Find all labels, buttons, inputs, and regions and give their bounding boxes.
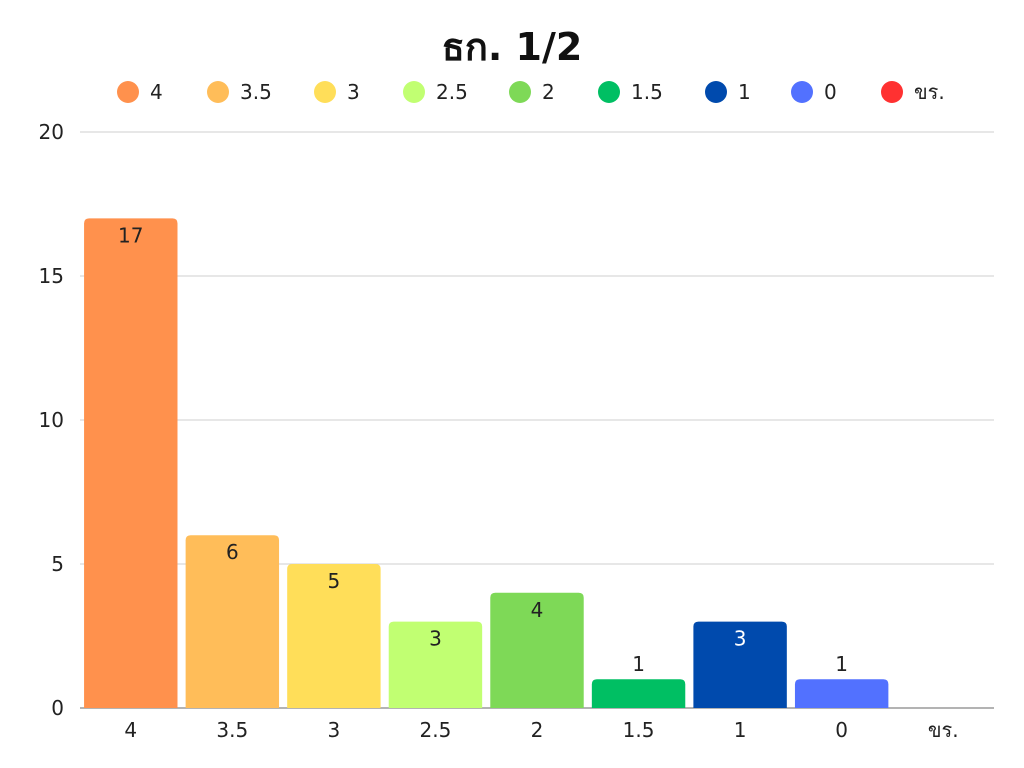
x-tick-label: 1 (734, 718, 747, 742)
x-tick-label: 4 (124, 718, 137, 742)
x-tick-label: 3 (328, 718, 341, 742)
legend-label: 1 (738, 80, 751, 104)
legend-marker (117, 81, 139, 103)
x-tick-label: 2 (531, 718, 544, 742)
x-tick-label: ขร. (928, 718, 959, 742)
y-tick-label: 5 (51, 552, 64, 576)
legend-label: 4 (150, 80, 163, 104)
x-tick-label: 3.5 (216, 718, 248, 742)
legend-marker (598, 81, 620, 103)
data-label: 4 (531, 598, 544, 622)
legend-label: 2 (542, 80, 555, 104)
legend-label: 1.5 (631, 80, 663, 104)
y-tick-label: 15 (39, 264, 64, 288)
bar-1.5 (591, 679, 686, 708)
y-tick-label: 20 (39, 120, 64, 144)
legend-marker (403, 81, 425, 103)
bar-2.5 (388, 621, 483, 708)
data-label: 3 (429, 627, 442, 651)
bar-2 (490, 592, 584, 708)
data-label: 17 (118, 223, 143, 247)
data-label: 3 (734, 627, 747, 651)
bar-3 (287, 564, 381, 708)
legend-label: ขร. (914, 80, 945, 104)
chart-title: ธก. 1/2 (441, 25, 583, 69)
bar-4 (84, 218, 178, 708)
legend-label: 3.5 (240, 80, 272, 104)
y-tick-label: 10 (39, 408, 64, 432)
legend-label: 0 (824, 80, 837, 104)
bar-0 (794, 679, 889, 708)
data-label: 1 (835, 652, 848, 676)
legend-marker (881, 81, 903, 103)
legend-marker (705, 81, 727, 103)
data-label: 1 (632, 652, 645, 676)
x-tick-label: 0 (835, 718, 848, 742)
bar-3.5 (185, 535, 280, 708)
legend-label: 2.5 (436, 80, 468, 104)
legend-marker (314, 81, 336, 103)
legend-marker (509, 81, 531, 103)
x-tick-label: 2.5 (420, 718, 452, 742)
legend-marker (207, 81, 229, 103)
x-tick-label: 1.5 (623, 718, 655, 742)
data-label: 6 (226, 540, 239, 564)
bar-1 (693, 621, 787, 708)
legend-label: 3 (347, 80, 360, 104)
data-label: 5 (328, 569, 341, 593)
legend-marker (791, 81, 813, 103)
y-tick-label: 0 (51, 696, 64, 720)
